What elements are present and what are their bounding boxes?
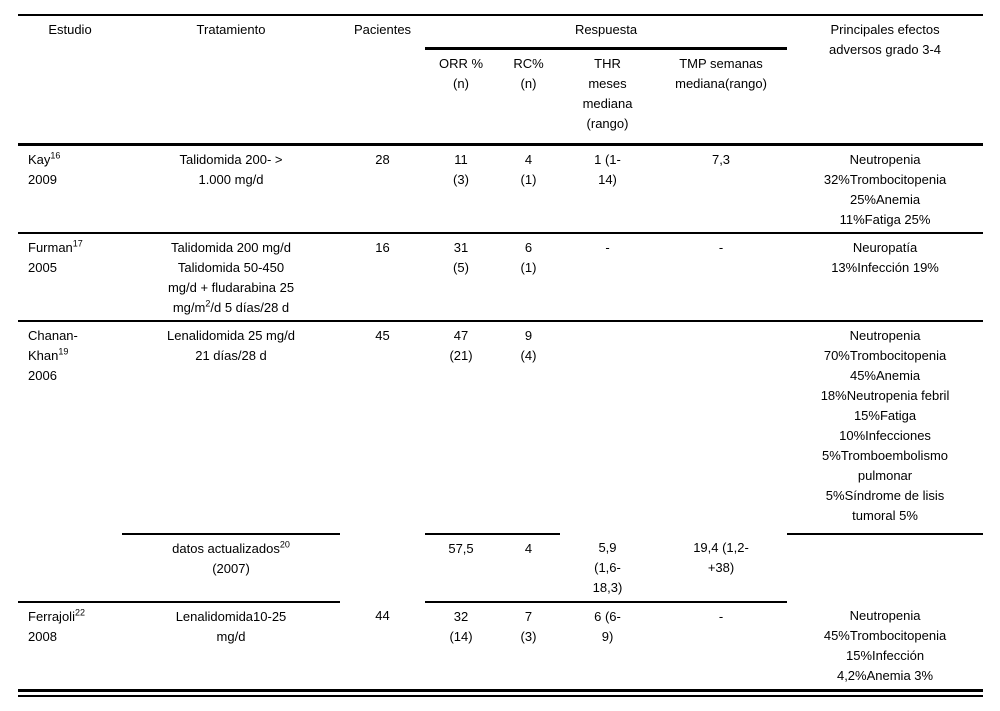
cell-adverse-effects: Neutropenia 70%Trombocitopenia 45%Anemia… — [787, 320, 984, 534]
header-tratamiento: Tratamiento — [196, 22, 266, 37]
cell-patients: 44 — [375, 608, 390, 623]
cell-study: Ferrajoli22 2008 — [18, 601, 122, 689]
header-row-subcolumns: ORR % (n) RC% (n) THR meses mediana (ran… — [18, 48, 983, 144]
cell-rc: 7 (3) — [497, 601, 560, 689]
cell-adverse-effects: Neutropenia 32%Trombocitopenia 25%Anemia… — [787, 142, 984, 233]
cell-adverse-effects: Neuropatía 13%Infección 19% — [787, 232, 984, 321]
table-header: Estudio Tratamiento Pacientes Respuesta … — [18, 15, 983, 144]
cell-orr: 11 (3) — [425, 142, 497, 233]
cell-patients: 28 — [340, 142, 425, 233]
cell-study — [18, 534, 122, 602]
cell-patients: 45 — [340, 320, 425, 534]
header-efectos-adversos: Principales efectos adversos grado 3-4 — [829, 22, 942, 57]
table-row-datos-actualizados-2007: datos actualizados20 (2007) 57,5 4 5,9 (… — [18, 533, 984, 602]
header-pacientes: Pacientes — [353, 22, 412, 37]
cell-thr: - — [560, 232, 655, 321]
cell-tmp: 7,3 — [655, 142, 788, 233]
cell-rc: 9 (4) — [497, 320, 560, 534]
cell-orr: 57,5 — [425, 533, 497, 602]
cell-treatment: Talidomida 200- > 1.000 mg/d — [122, 142, 340, 233]
cell-orr: 47 (21) — [425, 320, 497, 534]
cell-orr: 31 (5) — [425, 232, 497, 321]
cell-treatment: datos actualizados20 (2007) — [122, 533, 340, 602]
cell-thr: 6 (6- 9) — [560, 601, 655, 689]
table-body: Kay16 2009 Talidomida 200- > 1.000 mg/d … — [18, 142, 984, 689]
table-bottom-double-rule — [18, 689, 983, 697]
clinical-studies-table: Estudio Tratamiento Pacientes Respuesta … — [18, 14, 984, 697]
header-rc: RC% (n) — [513, 55, 544, 91]
cell-treatment: Lenalidomida10-25 mg/d — [122, 601, 340, 689]
cell-rc: 4 (1) — [497, 142, 560, 233]
cell-tmp: - — [655, 601, 788, 689]
cell-tmp — [655, 320, 788, 534]
cell-thr — [560, 320, 655, 534]
table-row-kay-2009: Kay16 2009 Talidomida 200- > 1.000 mg/d … — [18, 142, 984, 233]
cell-adverse-effects — [787, 533, 984, 602]
cell-treatment: Talidomida 200 mg/d Talidomida 50-450 mg… — [122, 232, 340, 321]
header-row-groups: Estudio Tratamiento Pacientes Respuesta … — [18, 15, 983, 57]
table-row-ferrajoli-2008: Ferrajoli22 2008 Lenalidomida10-25 mg/d … — [18, 601, 983, 689]
cell-study: Kay16 2009 — [18, 142, 122, 233]
cell-patients: 16 — [340, 232, 425, 321]
cell-thr: 1 (1- 14) — [560, 142, 655, 233]
cell-treatment: Lenalidomida 25 mg/d 21 días/28 d — [122, 320, 340, 534]
header-thr: THR meses mediana (rango) — [582, 55, 633, 131]
header-tmp: TMP semanas mediana(rango) — [675, 55, 767, 91]
cell-tmp: 19,4 (1,2- +38) — [693, 540, 749, 575]
cell-study: Chanan- Khan19 2006 — [18, 320, 122, 534]
cell-adverse-effects: Neutropenia 45%Trombocitopenia 15%Infecc… — [823, 608, 947, 683]
header-estudio: Estudio — [48, 22, 92, 37]
table-row-chanan-khan-2006: Chanan- Khan19 2006 Lenalidomida 25 mg/d… — [18, 320, 984, 534]
study-table: Estudio Tratamiento Pacientes Respuesta … — [18, 14, 984, 689]
cell-patients — [340, 534, 425, 602]
header-respuesta-group: Respuesta — [425, 15, 788, 50]
cell-thr: 5,9 (1,6- 18,3) — [592, 540, 623, 595]
cell-orr: 32 (14) — [425, 601, 497, 689]
cell-study: Furman17 2005 — [18, 232, 122, 321]
cell-rc: 6 (1) — [497, 232, 560, 321]
table-row-furman-2005: Furman17 2005 Talidomida 200 mg/d Talido… — [18, 232, 984, 321]
header-orr: ORR % (n) — [438, 55, 484, 91]
cell-tmp: - — [655, 232, 788, 321]
cell-rc: 4 — [497, 533, 560, 602]
